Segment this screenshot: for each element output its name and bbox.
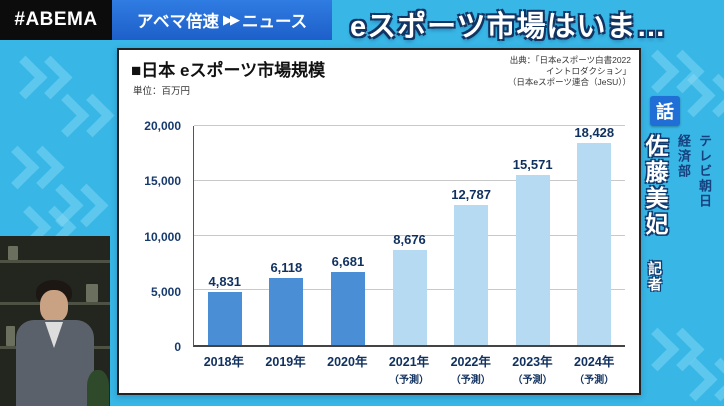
x-tick-label: 2018年 xyxy=(203,355,245,369)
bar-value-label: 4,831 xyxy=(208,274,242,290)
abema-logo: #ABEMA xyxy=(0,0,112,40)
chevron-decoration xyxy=(45,93,115,138)
bar-2023年 xyxy=(515,174,550,345)
chevron-decoration xyxy=(3,55,73,100)
y-tick-label: 20,000 xyxy=(144,119,181,133)
chevron-icon xyxy=(64,183,109,228)
gridline xyxy=(194,234,625,236)
y-tick-label: 5,000 xyxy=(150,284,181,299)
bar-group: 12,787 xyxy=(440,126,502,345)
x-tick-label: 2019年 xyxy=(265,355,306,369)
reporter-video xyxy=(0,236,110,406)
x-tick-label: 2023年 （予測） xyxy=(512,355,553,386)
fast-forward-icon: ▶▶ xyxy=(222,12,240,27)
program-title-right: ニュース xyxy=(241,13,308,31)
studio-shelf-item xyxy=(8,246,18,260)
y-tick-label: 15,000 xyxy=(144,174,181,189)
bar-2018年 xyxy=(207,292,242,345)
chart-title: ■日本 eスポーツ市場規模 xyxy=(131,61,326,80)
chart-source: 出典：「日本eスポーツ白書2022 イントロダクション」 （日本eスポーツ連合（… xyxy=(508,55,631,88)
reporter-department: 経済部 xyxy=(676,134,691,179)
chart-source-line: 出典：「日本eスポーツ白書2022 xyxy=(509,55,631,65)
y-tick-label: 0 xyxy=(174,340,181,354)
x-tick-label: 2021年 （予測） xyxy=(388,355,430,386)
x-tick-label: 2024年 （予測） xyxy=(574,355,615,386)
bar-group: 8,676 xyxy=(379,126,441,345)
bar-group: 4,831 xyxy=(194,126,256,345)
reporter-caption: テレビ朝日 経済部 佐藤美妃 記者 xyxy=(633,134,714,359)
chart-unit-label: 単位：百万円 xyxy=(133,86,191,97)
plot-wrap: 0 5,000 10,000 15,000 20,000 4,831 6,118 6,681… xyxy=(131,119,625,354)
x-tick-label: 2020年 xyxy=(327,355,368,369)
studio-shelf-item xyxy=(6,326,15,346)
reporter-affiliation: テレビ朝日 xyxy=(697,134,712,209)
plant-decoration xyxy=(87,370,109,406)
chevron-decoration xyxy=(671,73,724,118)
bar-2020年 xyxy=(330,271,365,345)
bar-group: 6,681 xyxy=(317,126,379,345)
bar-value-label: 6,118 xyxy=(270,260,303,276)
speaker-badge: 話 xyxy=(650,96,680,126)
y-tick-label: 10,000 xyxy=(144,229,181,244)
program-title-left: アベマ倍速 xyxy=(136,13,219,31)
chevron-icon xyxy=(28,55,73,100)
reporter-name: 佐藤美妃 xyxy=(642,134,668,238)
gridline xyxy=(194,125,625,126)
x-axis-labels: 2018年 2019年 2020年 2021年 （予測） 2022年 （予測） 2023年 （予… xyxy=(193,351,625,388)
studio-shelf-item xyxy=(86,284,98,302)
bar-group: 6,118 xyxy=(256,126,318,345)
bar-2024年 xyxy=(577,143,612,345)
person-head xyxy=(40,290,68,322)
chart-source-line: イントロダクション」 xyxy=(545,66,631,77)
bar-group: 15,571 xyxy=(502,126,564,345)
headline: eスポーツ市場はいま… xyxy=(350,11,667,43)
bar-2019年 xyxy=(269,278,304,345)
chevron-icon xyxy=(70,93,115,138)
gridline xyxy=(194,179,625,181)
chart-source-line: （日本eスポーツ連合（JeSU）） xyxy=(507,77,631,88)
chevron-decoration xyxy=(0,145,65,190)
x-tick-label: 2022年 （予測） xyxy=(450,355,491,386)
reporter-title: 記者 xyxy=(647,261,663,293)
bar-group: 18,428 xyxy=(563,125,625,345)
studio-shelf xyxy=(0,260,110,263)
chevron-icon xyxy=(20,145,65,190)
bar-2022年 xyxy=(454,204,489,345)
reporter-name-column: 佐藤美妃 記者 xyxy=(638,134,672,359)
bar-value-label: 18,428 xyxy=(574,125,615,141)
bar-value-label: 12,787 xyxy=(451,186,491,202)
chart-panel: ■日本 eスポーツ市場規模 単位：百万円 出典：「日本eスポーツ白書2022 イ… xyxy=(117,48,641,395)
bar-2021年 xyxy=(392,250,427,345)
plot-area: 4,831 6,118 6,681 8,676 12,787 15,571 18,428 xyxy=(193,125,625,347)
program-title-bar: アベマ倍速 ▶▶ ニュース xyxy=(112,0,332,40)
bar-value-label: 15,571 xyxy=(512,156,553,172)
y-axis-labels: 0 5,000 10,000 15,000 20,000 xyxy=(131,119,189,354)
bar-value-label: 6,681 xyxy=(331,253,365,269)
chevron-decoration xyxy=(673,357,724,402)
bar-value-label: 8,676 xyxy=(393,232,426,247)
